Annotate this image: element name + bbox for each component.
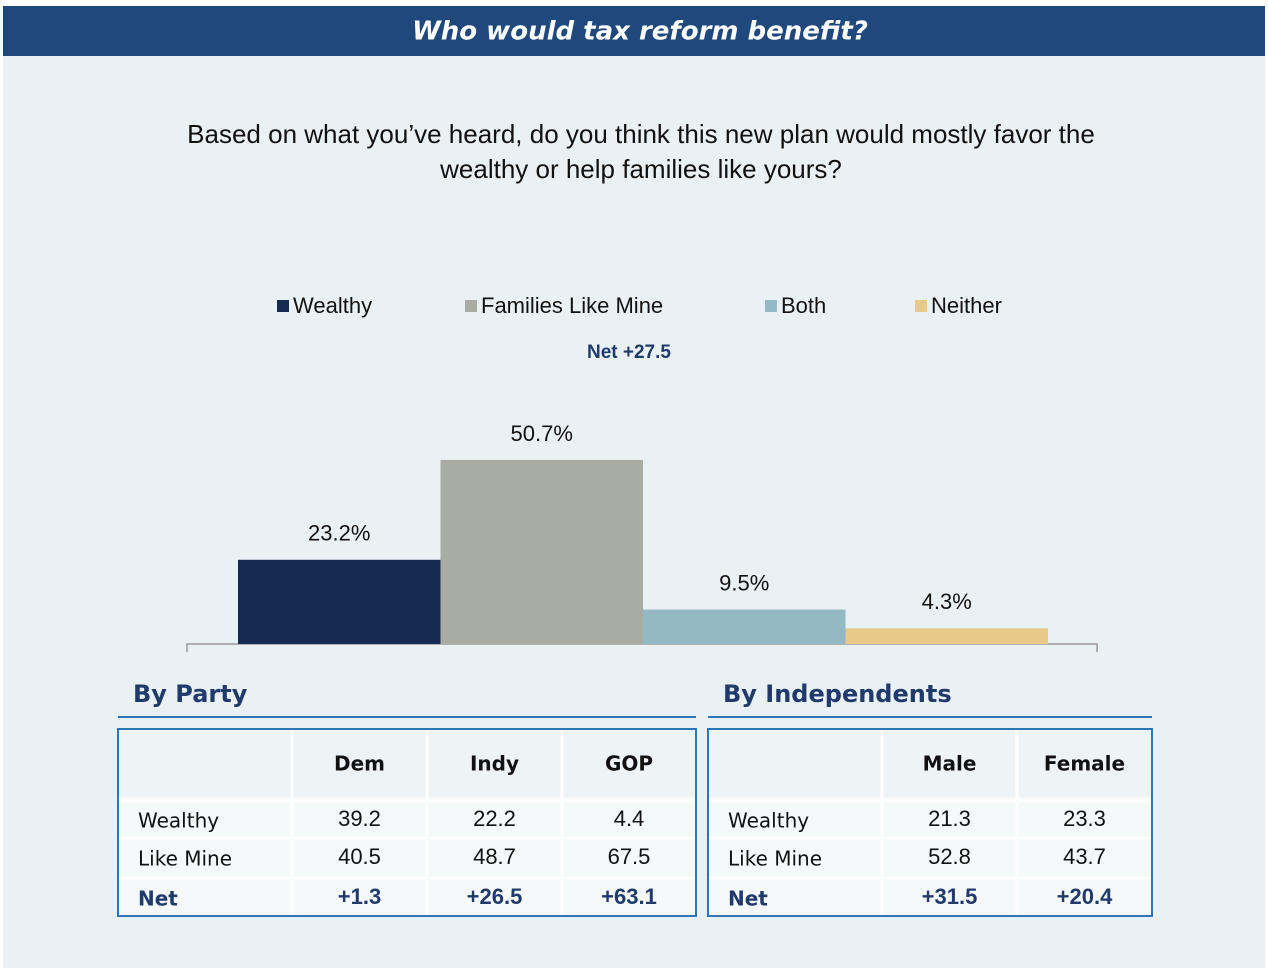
row-label: Like Mine: [138, 847, 232, 871]
legend-swatch: [277, 300, 289, 312]
subtitle: Based on what you’ve heard, do you think…: [187, 119, 1095, 149]
legend-label: Both: [781, 293, 826, 318]
chart-title: Who would tax reform benefit?: [412, 17, 868, 47]
row-label: Net: [138, 887, 178, 911]
row-label: Net: [728, 887, 768, 911]
legend-swatch: [765, 300, 777, 312]
table-header-bg: [708, 729, 1152, 797]
table-title: By Party: [133, 680, 248, 708]
column-header: Male: [923, 752, 977, 776]
legend-label: Wealthy: [293, 293, 372, 318]
legend-swatch: [915, 300, 927, 312]
table-cell: 39.2: [338, 806, 381, 831]
column-header: Indy: [470, 752, 519, 776]
data-label: 4.3%: [922, 589, 972, 614]
column-header: Dem: [334, 752, 385, 776]
bar: [238, 559, 441, 644]
table-header-bg: [118, 729, 696, 797]
table-cell: 48.7: [473, 844, 516, 869]
annotation: Net +27.5: [587, 342, 671, 363]
column-header: Female: [1044, 752, 1125, 776]
table-cell: +20.4: [1057, 884, 1113, 909]
row-label: Wealthy: [138, 809, 219, 833]
column-header: GOP: [605, 752, 653, 776]
subtitle: wealthy or help families like yours?: [439, 154, 842, 184]
table-border: [117, 728, 697, 917]
legend-label: Families Like Mine: [481, 293, 663, 318]
table-cell: 43.7: [1063, 844, 1106, 869]
legend-label: Neither: [931, 293, 1002, 318]
table-cell: 52.8: [928, 844, 971, 869]
table-border: [707, 728, 1153, 917]
legend-swatch: [465, 300, 477, 312]
bar: [643, 609, 846, 644]
bar: [845, 628, 1048, 644]
table-cell: +26.5: [467, 884, 523, 909]
data-label: 9.5%: [719, 570, 769, 595]
bar: [440, 459, 643, 644]
table-body-bg: [118, 797, 696, 916]
table-cell: 23.3: [1063, 806, 1106, 831]
table-cell: 22.2: [473, 806, 516, 831]
table-cell: 67.5: [608, 844, 651, 869]
table-title: By Independents: [723, 680, 952, 708]
table-cell: +31.5: [922, 884, 978, 909]
data-label: 50.7%: [511, 421, 573, 446]
table-cell: 4.4: [614, 806, 645, 831]
table-cell: +63.1: [601, 884, 657, 909]
table-cell: 21.3: [928, 806, 971, 831]
table-body-bg: [708, 797, 1152, 916]
table-cell: 40.5: [338, 844, 381, 869]
row-label: Like Mine: [728, 847, 822, 871]
row-label: Wealthy: [728, 809, 809, 833]
data-label: 23.2%: [308, 521, 370, 546]
header-bar: [3, 6, 1265, 56]
table-cell: +1.3: [338, 884, 381, 909]
